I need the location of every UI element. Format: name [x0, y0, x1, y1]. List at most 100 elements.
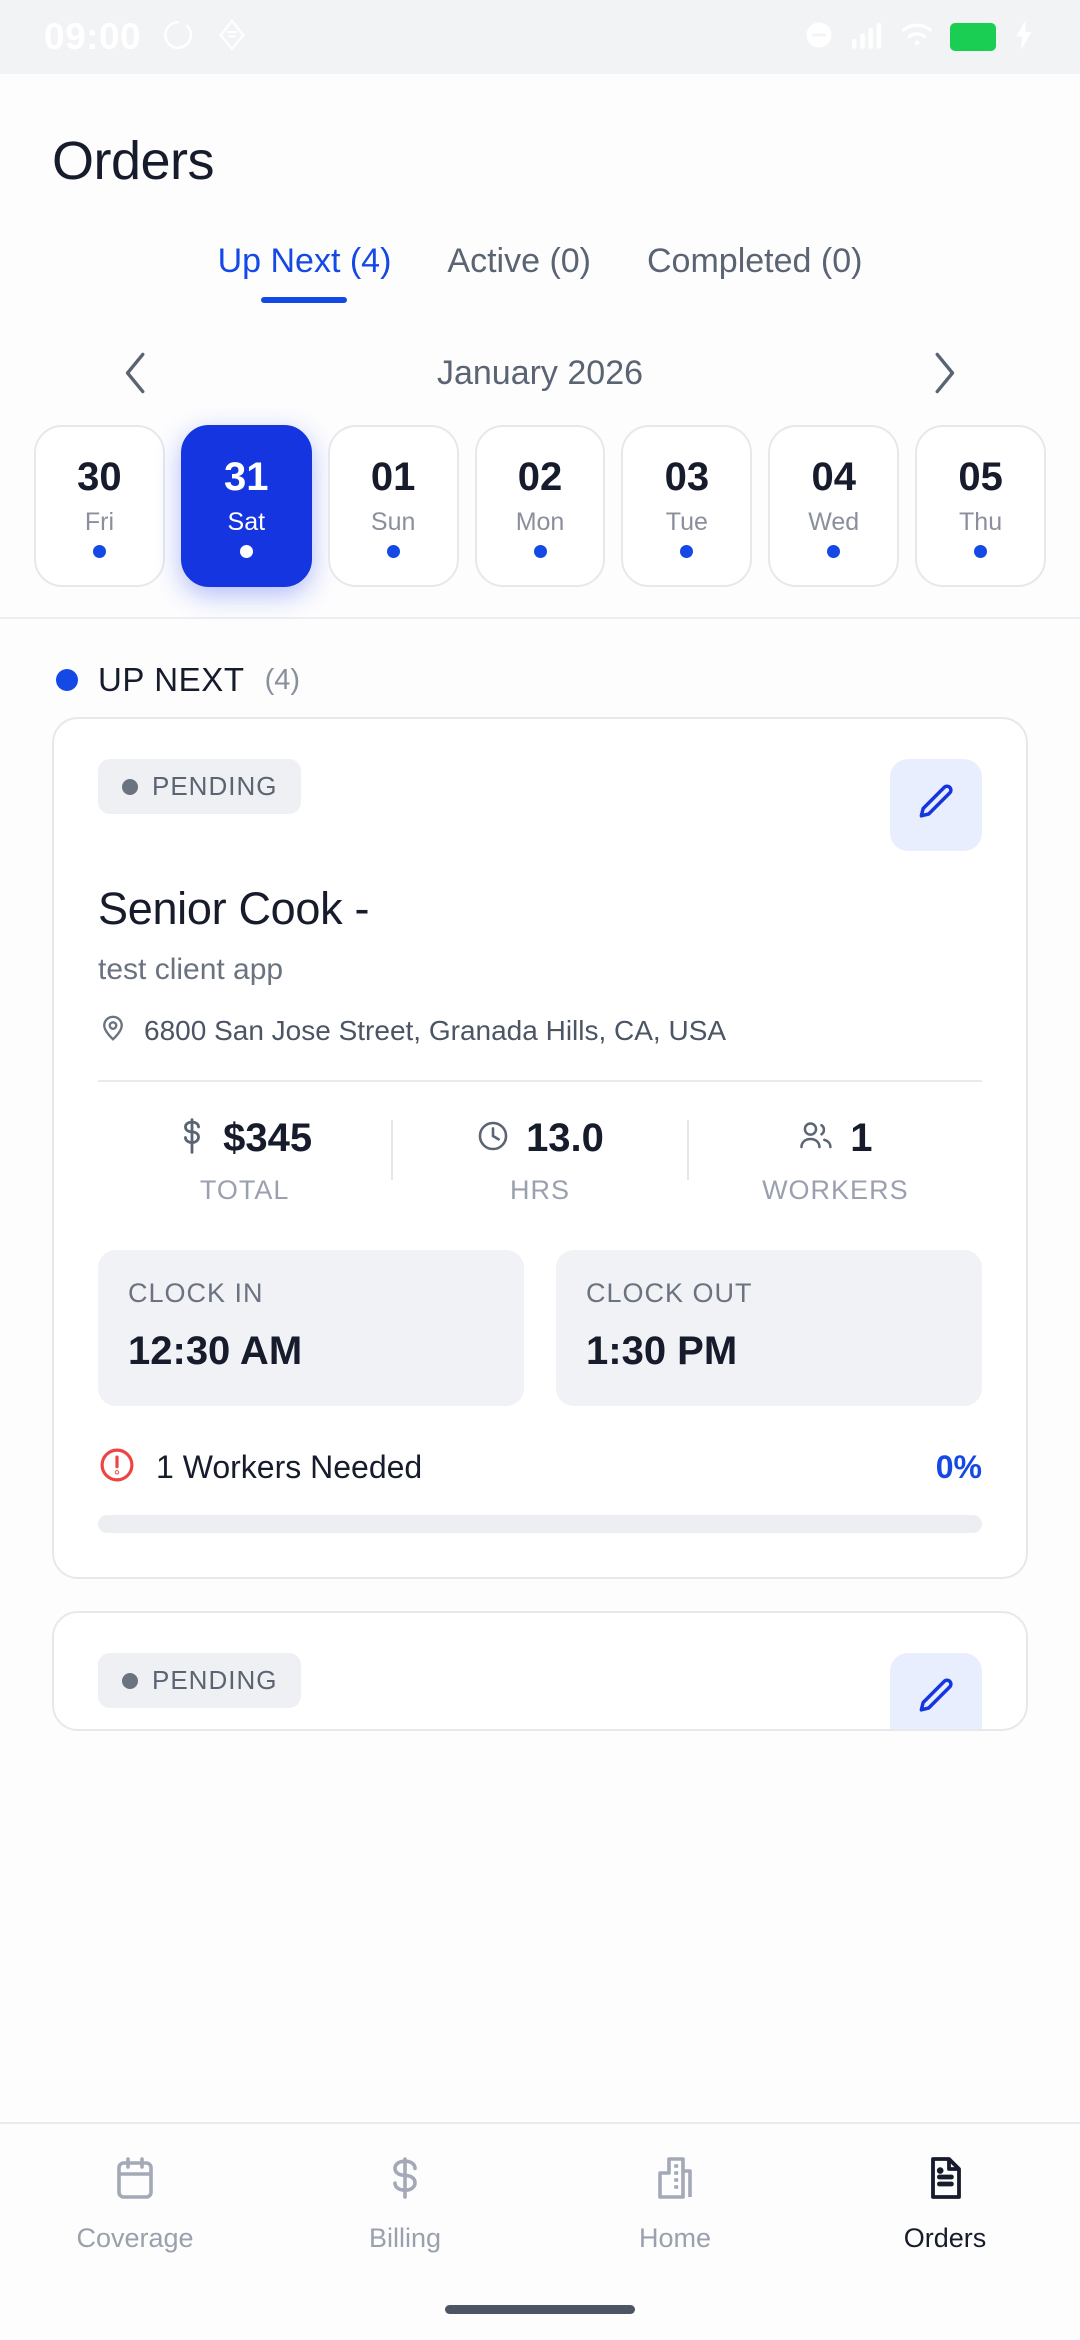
clock-icon: [476, 1119, 510, 1158]
date-number: 01: [370, 454, 416, 499]
clock-out-box[interactable]: CLOCK OUT 1:30 PM: [556, 1250, 982, 1406]
bottom-navigation: Coverage Billing Home: [0, 2122, 1080, 2340]
status-badge-label: PENDING: [152, 1665, 278, 1695]
order-job-title: Senior Cook -: [98, 883, 370, 934]
date-strip: 30 Fri 31 Sat 01 Sun 02 Mon 03 Tue 04 We…: [0, 425, 1080, 617]
date-event-dot: [533, 544, 547, 558]
stat-total-label: TOTAL: [199, 1175, 290, 1205]
tab-up-next[interactable]: Up Next (4): [214, 236, 396, 303]
status-bar-right: [804, 19, 1036, 55]
diamond-icon: [215, 18, 249, 57]
order-client-name: test client app: [98, 953, 284, 986]
dollar-icon: [177, 1118, 207, 1159]
clock-out-label: CLOCK OUT: [586, 1278, 753, 1308]
nav-label-coverage: Coverage: [76, 2223, 194, 2253]
date-card-04[interactable]: 04 Wed: [768, 425, 900, 587]
nav-item-coverage[interactable]: Coverage: [0, 2154, 270, 2254]
clock-out-value: 1:30 PM: [586, 1329, 738, 1373]
date-card-05[interactable]: 05 Thu: [915, 425, 1047, 587]
nav-label-home: Home: [638, 2223, 712, 2253]
stat-hours-main: 13.0: [476, 1116, 604, 1161]
pencil-icon: [914, 781, 958, 830]
date-event-dot: [92, 544, 106, 558]
status-bar: 09:00: [0, 0, 1080, 74]
date-weekday: Sat: [227, 507, 266, 536]
date-number: 04: [811, 454, 856, 499]
date-weekday: Sun: [370, 507, 416, 536]
page-header: Orders Up Next (4) Active (0) Completed …: [0, 74, 1080, 395]
date-event-dot: [827, 544, 841, 558]
date-number: 02: [517, 454, 563, 499]
date-weekday: Tue: [665, 507, 708, 536]
date-weekday: Thu: [959, 507, 1003, 536]
date-card-30[interactable]: 30 Fri: [34, 425, 165, 587]
section-dot-icon: [56, 669, 78, 691]
date-event-dot: [386, 544, 400, 558]
workers-needed-text: 1 Workers Needed: [156, 1449, 423, 1485]
stat-workers-label: WORKERS: [762, 1175, 909, 1205]
edit-order-button-2[interactable]: [890, 1653, 982, 1729]
month-navigator: January 2026: [52, 351, 1028, 395]
nav-item-billing[interactable]: Billing: [270, 2154, 540, 2254]
edit-order-button[interactable]: [890, 759, 982, 851]
clock-times: CLOCK IN 12:30 AM CLOCK OUT 1:30 PM: [98, 1250, 982, 1406]
calendar-icon: [111, 2154, 159, 2207]
date-weekday: Wed: [808, 507, 860, 536]
stat-workers-value: 1: [850, 1116, 873, 1160]
date-number: 05: [958, 454, 1003, 499]
stat-hours-value: 13.0: [526, 1116, 604, 1160]
clock-in-value: 12:30 AM: [128, 1329, 303, 1373]
spinner-icon: [161, 18, 195, 57]
fill-progress-bar: [98, 1515, 982, 1533]
order-list: PENDING Senior Cook - test client app: [0, 717, 1080, 1731]
order-card[interactable]: PENDING Senior Cook - test client app: [52, 717, 1028, 1579]
pencil-icon: [914, 1675, 958, 1724]
stat-workers: 1 WORKERS: [689, 1116, 982, 1206]
date-card-31[interactable]: 31 Sat: [180, 425, 312, 587]
workers-icon: [798, 1120, 834, 1157]
order-address-row: 6800 San Jose Street, Granada Hills, CA,…: [98, 1013, 982, 1048]
stat-separator: [391, 1120, 394, 1180]
dollar-icon: [381, 2154, 429, 2207]
battery-icon: [950, 23, 996, 51]
building-icon: [651, 2154, 699, 2207]
order-card-2-header: PENDING: [98, 1653, 982, 1729]
date-card-02[interactable]: 02 Mon: [474, 425, 606, 587]
section-title: UP NEXT: [98, 661, 245, 698]
chevron-left-icon[interactable]: [114, 351, 158, 395]
stat-workers-main: 1: [798, 1116, 872, 1161]
do-not-disturb-icon: [804, 20, 834, 55]
clock-in-box[interactable]: CLOCK IN 12:30 AM: [98, 1250, 524, 1406]
status-dot-icon: [122, 1672, 138, 1689]
chevron-right-icon[interactable]: [922, 351, 966, 395]
date-card-03[interactable]: 03 Tue: [621, 425, 753, 587]
clock-in-label: CLOCK IN: [128, 1278, 264, 1308]
order-card-2[interactable]: PENDING: [52, 1611, 1028, 1731]
stat-total-main: $345: [177, 1116, 312, 1161]
location-pin-icon: [98, 1013, 128, 1048]
date-number: 30: [77, 454, 122, 499]
date-event-dot: [239, 544, 253, 558]
tab-active[interactable]: Active (0): [447, 242, 591, 280]
nav-label-orders: Orders: [903, 2223, 987, 2253]
alert-circle-icon: [98, 1446, 136, 1489]
month-label: January 2026: [436, 353, 644, 392]
status-badge-label: PENDING: [152, 771, 278, 801]
tab-bar: Up Next (4) Active (0) Completed (0): [52, 236, 1028, 303]
stat-hours: 13.0 HRS: [393, 1116, 686, 1206]
status-badge: PENDING: [98, 1653, 302, 1708]
status-bar-clock: 09:00: [44, 16, 142, 57]
nav-item-home[interactable]: Home: [540, 2154, 810, 2254]
home-indicator: [445, 2305, 635, 2314]
section-count: (4): [264, 663, 301, 696]
date-event-dot: [974, 544, 988, 558]
cellular-signal-icon: [850, 20, 884, 55]
stat-total-value: $345: [223, 1116, 313, 1160]
date-card-01[interactable]: 01 Sun: [327, 425, 459, 587]
tab-completed[interactable]: Completed (0): [647, 242, 863, 280]
order-address: 6800 San Jose Street, Granada Hills, CA,…: [144, 1014, 727, 1046]
stat-hours-label: HRS: [509, 1175, 570, 1205]
nav-label-billing: Billing: [368, 2223, 442, 2253]
nav-item-orders[interactable]: Orders: [810, 2154, 1080, 2254]
